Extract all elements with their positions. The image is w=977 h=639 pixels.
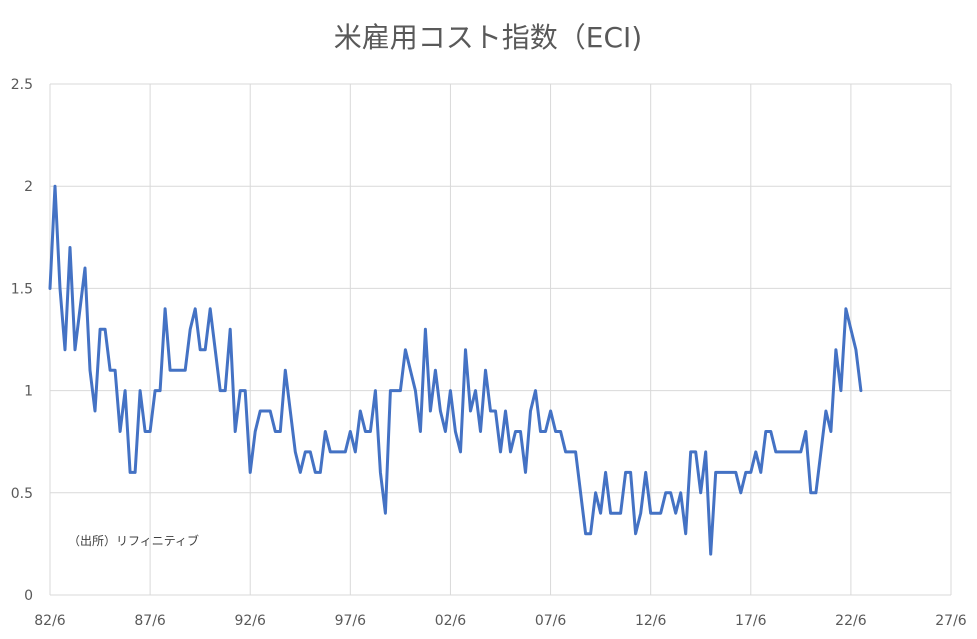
series-line-eci: [48, 184, 863, 556]
x-tick-label: 92/6: [234, 613, 266, 629]
x-tick-label: 02/6: [435, 613, 467, 629]
y-axis-ticks: 0 0.5 1 1.5 2 2.5: [11, 77, 33, 604]
x-tick-label: 22/6: [835, 613, 867, 629]
chart-title: 米雇用コスト指数（ECI): [334, 21, 642, 54]
x-tick-label: 17/6: [735, 613, 767, 629]
y-tick-label: 1: [24, 384, 33, 400]
x-tick-label: 87/6: [134, 613, 166, 629]
y-tick-label: 0.5: [11, 486, 33, 502]
y-tick-label: 0: [24, 588, 33, 604]
x-tick-label: 12/6: [635, 613, 667, 629]
x-tick-label: 07/6: [535, 613, 567, 629]
x-tick-label: 97/6: [335, 613, 367, 629]
source-annotation: （出所）リフィニティブ: [68, 533, 199, 548]
y-tick-label: 1.5: [11, 281, 33, 297]
x-tick-label: 82/6: [34, 613, 66, 629]
series-group: [48, 184, 863, 556]
x-axis-ticks: 82/6 87/6 92/6 97/6 02/6 07/6 12/6 17/6 22/6 27/6: [34, 613, 967, 629]
y-tick-label: 2.5: [11, 77, 33, 93]
x-tick-label: 27/6: [935, 613, 967, 629]
gridlines: [49, 83, 952, 596]
y-tick-label: 2: [24, 179, 33, 195]
